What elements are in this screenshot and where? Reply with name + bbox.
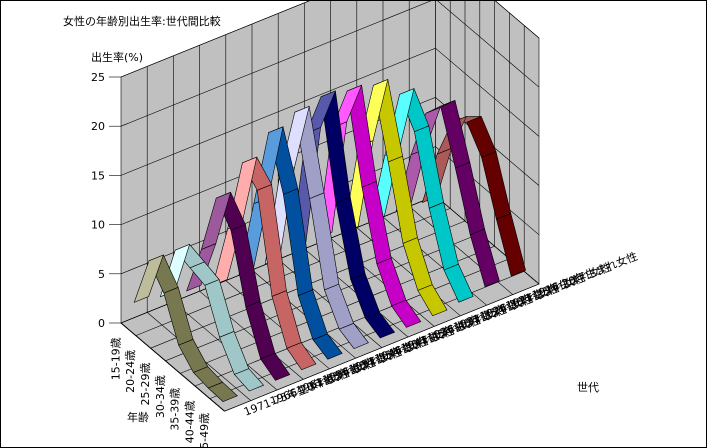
y-axis-title: 出生率(%) xyxy=(91,51,144,64)
ribbon-segment xyxy=(133,254,164,303)
x-tick-label: 30-34歳 xyxy=(154,375,167,418)
y-tick-label: 25 xyxy=(91,71,105,84)
y-tick-label: 20 xyxy=(91,120,105,133)
series-ribbon xyxy=(133,254,238,402)
x-tick-label: 25-29歳 xyxy=(139,363,152,406)
floor-gridline xyxy=(251,269,356,359)
x-tick-label: 35-39歳 xyxy=(169,388,182,431)
chart-title: 女性の年齢別出生率:世代間比較 xyxy=(63,15,221,28)
x-tick-label: 40-44歳 xyxy=(183,400,196,443)
y-tick-label: 15 xyxy=(91,169,105,182)
x-axis-title: 年齢 xyxy=(127,411,149,424)
floor-gridline xyxy=(225,280,330,370)
series-ribbon xyxy=(159,243,265,392)
x-tick-label: 15-19歳 xyxy=(109,337,122,380)
x-tick-label: 45-49歳 xyxy=(198,413,211,447)
y-tick-label: 10 xyxy=(91,219,105,232)
z-axis-title: 世代 xyxy=(577,381,599,394)
y-tick-label: 0 xyxy=(98,317,105,330)
x-tick-label: 20-24歳 xyxy=(124,350,137,393)
y-tick-label: 5 xyxy=(98,268,105,281)
x-axis-line xyxy=(120,322,225,412)
